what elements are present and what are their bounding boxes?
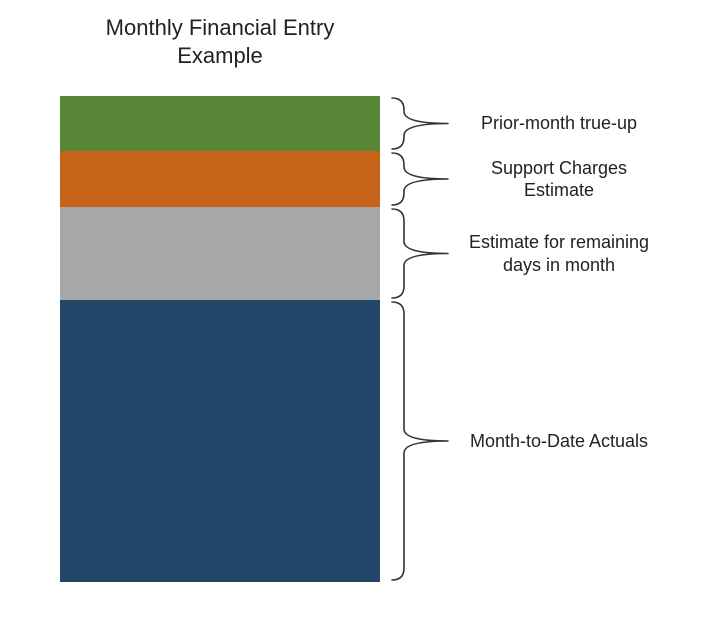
brace-support-charges-estimate (392, 153, 448, 205)
brace-prior-true-up (392, 98, 448, 149)
segment-prior-true-up (60, 96, 380, 151)
label-prior-true-up: Prior-month true-up (464, 112, 654, 135)
stacked-bar (60, 96, 380, 582)
chart-title: Monthly Financial Entry Example (60, 14, 380, 69)
segment-estimate-remaining-days (60, 207, 380, 300)
label-support-charges-estimate: Support Charges Estimate (464, 157, 654, 202)
label-estimate-remaining-days: Estimate for remaining days in month (464, 231, 654, 276)
brace-estimate-remaining-days (392, 209, 448, 298)
segment-month-to-date-actuals (60, 300, 380, 582)
label-month-to-date-actuals: Month-to-Date Actuals (464, 430, 654, 453)
brace-month-to-date-actuals (392, 302, 448, 580)
segment-support-charges-estimate (60, 151, 380, 207)
